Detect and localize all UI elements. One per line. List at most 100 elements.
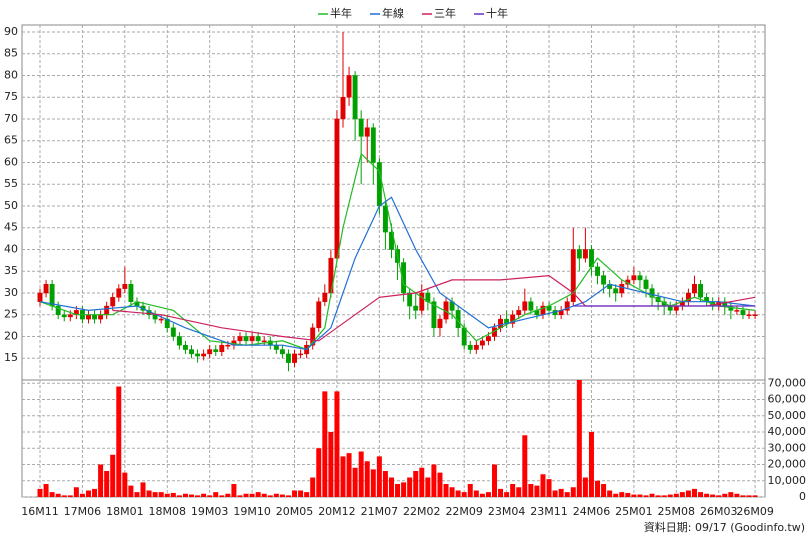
- legend-label: 年線: [382, 6, 404, 20]
- candle-body: [316, 301, 322, 329]
- x-tick-label: 22M09: [445, 505, 483, 518]
- volume-bar: [213, 492, 219, 497]
- candle-body: [298, 353, 304, 356]
- volume-bar: [79, 493, 85, 497]
- volume-bar: [485, 492, 491, 497]
- volume-bar: [134, 492, 140, 497]
- volume-bar: [643, 495, 649, 497]
- volume-bar: [613, 493, 619, 497]
- volume-bar: [219, 495, 225, 497]
- candle-body: [255, 336, 261, 342]
- candle-body: [667, 305, 673, 311]
- volume-bar: [67, 495, 73, 497]
- y-tick-label: 70: [4, 112, 18, 125]
- candle-body: [170, 327, 176, 337]
- candle-body: [473, 344, 479, 350]
- candle-body: [92, 314, 97, 320]
- volume-bar: [734, 493, 740, 497]
- volume-bar: [237, 495, 243, 497]
- volume-bar: [249, 493, 255, 497]
- volume-bar: [558, 488, 564, 497]
- y-tick-label: 50: [4, 199, 18, 212]
- candle-body: [158, 318, 164, 321]
- candle-body: [122, 284, 128, 289]
- candle-body: [752, 314, 758, 316]
- volume-bar: [310, 477, 316, 497]
- x-tick-label: 20M05: [276, 505, 314, 518]
- candle-body: [419, 292, 425, 311]
- volume-bar: [55, 493, 61, 497]
- candle-body: [292, 353, 297, 363]
- y-tick-label: 55: [4, 177, 18, 190]
- y-tick-label: 60: [4, 155, 18, 168]
- candle-body: [261, 340, 267, 343]
- x-tick-label: 25M01: [615, 505, 653, 518]
- volume-bar: [231, 484, 237, 497]
- candle-body: [643, 279, 649, 289]
- volume-bar: [728, 492, 734, 497]
- y-tick-label: 40,000: [768, 425, 807, 438]
- volume-bar: [376, 456, 382, 497]
- plot-frame: [21, 24, 766, 498]
- candle-body: [698, 284, 703, 298]
- x-tick-label: 23M04: [488, 505, 526, 518]
- volume-bar: [285, 495, 291, 497]
- volume-bar: [395, 484, 401, 497]
- volume-bar: [195, 495, 201, 497]
- volume-bar: [128, 485, 134, 497]
- volume-bar: [104, 471, 110, 497]
- y-tick-label: 40: [4, 242, 18, 255]
- candle-body: [358, 118, 364, 137]
- candle-body: [104, 305, 110, 315]
- x-tick-label: 16M11: [21, 505, 59, 518]
- x-tick-label: 26M03: [700, 505, 738, 518]
- volume-bar: [316, 448, 322, 497]
- candle-body: [213, 349, 219, 352]
- volume-bar: [546, 479, 552, 497]
- volume-bar: [261, 493, 267, 497]
- candle-body: [98, 314, 104, 320]
- volume-bar: [455, 490, 461, 497]
- x-tick-label: 19M10: [233, 505, 271, 518]
- candle-body: [746, 314, 752, 316]
- candle-body: [237, 336, 243, 342]
- volume-bar: [746, 495, 752, 497]
- y-tick-label: 85: [4, 47, 18, 60]
- y-tick-label: 75: [4, 90, 18, 103]
- candle-body: [516, 310, 522, 315]
- x-tick-label: 17M06: [64, 505, 102, 518]
- legend-label: 三年: [434, 6, 456, 20]
- candle-body: [673, 305, 679, 311]
- legend-label: 半年: [330, 6, 352, 20]
- candle-body: [431, 301, 437, 329]
- x-tick-label: 20M12: [318, 505, 356, 518]
- volume-bar: [607, 490, 613, 497]
- candle-body: [219, 344, 225, 352]
- volume-bar: [588, 432, 594, 497]
- volume-bar: [273, 493, 279, 497]
- volume-bar: [431, 464, 437, 497]
- candle-body: [522, 301, 528, 311]
- volume-bar: [504, 492, 510, 497]
- candle-body: [182, 344, 188, 350]
- candle-body: [340, 96, 346, 120]
- candle-body: [334, 118, 340, 259]
- volume-bar: [595, 480, 601, 497]
- candle-body: [649, 288, 655, 298]
- x-tick-label: 18M01: [106, 505, 144, 518]
- volume-bar: [576, 380, 582, 497]
- candle-body: [437, 318, 443, 329]
- candle-body: [467, 344, 473, 350]
- candle-body: [243, 336, 249, 342]
- candle-body: [364, 127, 370, 137]
- volume-bar: [625, 492, 631, 497]
- volume-bar: [437, 472, 443, 497]
- volume-bar: [679, 492, 685, 497]
- volume-bar: [631, 494, 637, 497]
- volume-bar: [49, 492, 55, 497]
- volume-bar: [467, 484, 473, 497]
- volume-bar: [346, 453, 352, 497]
- candle-body: [225, 344, 231, 347]
- candle-body: [195, 353, 201, 357]
